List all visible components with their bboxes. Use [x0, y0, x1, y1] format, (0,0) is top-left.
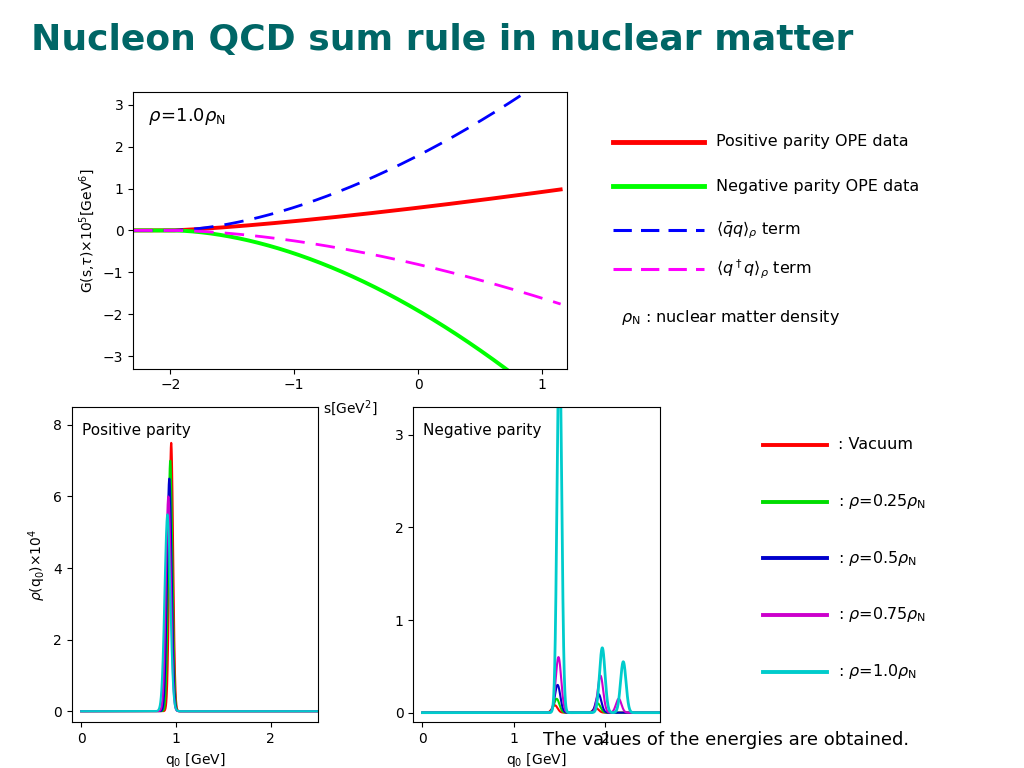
Y-axis label: G(s,$\tau$)$\times$10$^5$[GeV$^6$]: G(s,$\tau$)$\times$10$^5$[GeV$^6$] — [78, 168, 97, 293]
X-axis label: q$_0$ [GeV]: q$_0$ [GeV] — [506, 751, 566, 768]
Text: Nucleon QCD sum rule in nuclear matter: Nucleon QCD sum rule in nuclear matter — [31, 23, 853, 57]
Text: : $\rho$=0.75$\rho_{\rm N}$: : $\rho$=0.75$\rho_{\rm N}$ — [838, 605, 926, 624]
Text: : $\rho$=1.0$\rho_{\rm N}$: : $\rho$=1.0$\rho_{\rm N}$ — [838, 662, 916, 681]
Text: : Vacuum: : Vacuum — [838, 437, 912, 452]
Text: Negative parity OPE data: Negative parity OPE data — [717, 179, 920, 194]
X-axis label: q$_0$ [GeV]: q$_0$ [GeV] — [165, 751, 225, 768]
Text: : $\rho$=0.25$\rho_{\rm N}$: : $\rho$=0.25$\rho_{\rm N}$ — [838, 492, 926, 511]
Text: Negative parity: Negative parity — [423, 423, 542, 438]
Text: $\langle q^\dagger q\rangle_\rho$ term: $\langle q^\dagger q\rangle_\rho$ term — [717, 257, 812, 281]
Text: $\rho\!=\!1.0\rho_{\rm N}$: $\rho\!=\!1.0\rho_{\rm N}$ — [148, 107, 226, 127]
Text: $\rho_{\rm N}$ : nuclear matter density: $\rho_{\rm N}$ : nuclear matter density — [622, 308, 841, 326]
Text: The values of the energies are obtained.: The values of the energies are obtained. — [543, 731, 909, 749]
Text: $\langle\bar{q}q\rangle_\rho$ term: $\langle\bar{q}q\rangle_\rho$ term — [717, 220, 801, 241]
X-axis label: s[GeV$^2$]: s[GeV$^2$] — [323, 398, 377, 418]
Y-axis label: $\rho$(q$_0$)$\times$10$^4$: $\rho$(q$_0$)$\times$10$^4$ — [26, 528, 47, 601]
Text: : $\rho$=0.5$\rho_{\rm N}$: : $\rho$=0.5$\rho_{\rm N}$ — [838, 548, 916, 568]
Text: Positive parity: Positive parity — [82, 423, 190, 438]
Text: Positive parity OPE data: Positive parity OPE data — [717, 134, 909, 150]
